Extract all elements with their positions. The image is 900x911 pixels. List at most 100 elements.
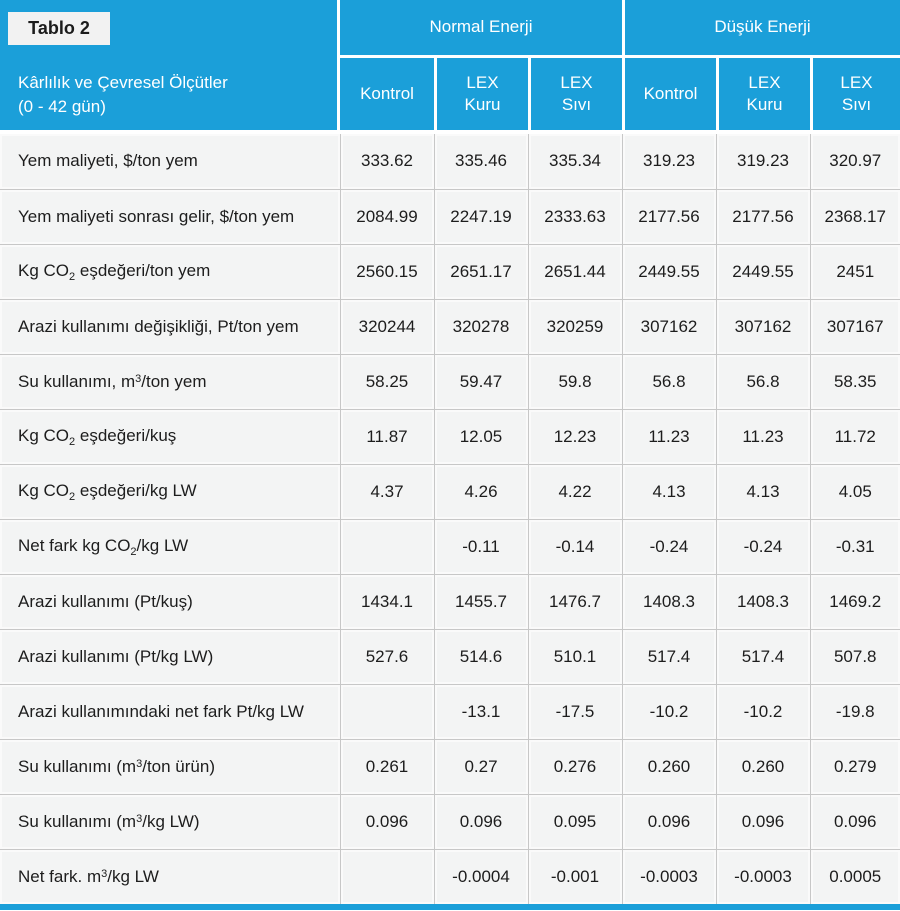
- cell-value: 1408.3: [621, 574, 716, 630]
- bottom-accent-bar: [0, 904, 900, 910]
- cell-value: 0.096: [621, 794, 716, 850]
- cell-value: 527.6: [339, 629, 434, 685]
- cell-value: 2451: [809, 244, 900, 300]
- cell-value: 2651.17: [433, 244, 528, 300]
- cell-value: 2560.15: [339, 244, 434, 300]
- sub-column-header-lex-kuru-2: LEX Kuru: [716, 58, 810, 130]
- cell-value: 2333.63: [527, 189, 622, 245]
- row-label: Net fark. m3/kg LW: [0, 849, 340, 904]
- row-label: Kg CO2 eşdeğeri/kg LW: [0, 464, 340, 520]
- cell-value: -0.24: [715, 519, 810, 575]
- cell-value: 4.05: [809, 464, 900, 520]
- cell-value: 11.87: [339, 409, 434, 465]
- table-row: Arazi kullanımındaki net fark Pt/kg LW -1…: [0, 684, 900, 740]
- row-label: Arazi kullanımındaki net fark Pt/kg LW: [0, 684, 340, 740]
- cell-value: 4.22: [527, 464, 622, 520]
- row-label: Kg CO2 eşdeğeri/kuş: [0, 409, 340, 465]
- cell-value: -0.31: [809, 519, 900, 575]
- data-table: Yem maliyeti, $/ton yem 333.62 335.46 335.3…: [0, 134, 900, 904]
- cell-value: 59.47: [433, 354, 528, 410]
- row-label: Su kullanımı (m3/kg LW): [0, 794, 340, 850]
- cell-value: 517.4: [715, 629, 810, 685]
- cell-value: 2177.56: [621, 189, 716, 245]
- row-label: Arazi kullanımı (Pt/kuş): [0, 574, 340, 630]
- cell-value: 12.23: [527, 409, 622, 465]
- cell-value: 0.276: [527, 739, 622, 795]
- table-row: Arazi kullanımı (Pt/kuş) 1434.1 1455.7 1476…: [0, 574, 900, 630]
- cell-value: 335.46: [433, 134, 528, 190]
- cell-value: 320259: [527, 299, 622, 355]
- cell-value: 2247.19: [433, 189, 528, 245]
- cell-value: 320244: [339, 299, 434, 355]
- cell-value: 320.97: [809, 134, 900, 190]
- cell-value: 11.72: [809, 409, 900, 465]
- cell-value: 1476.7: [527, 574, 622, 630]
- sub-column-header-lex-sivi-1: LEX Sıvı: [528, 58, 622, 130]
- cell-value: 517.4: [621, 629, 716, 685]
- cell-value: 0.096: [339, 794, 434, 850]
- cell-value: -19.8: [809, 684, 900, 740]
- row-header-cell: Tablo 2 Kârlılık ve Çevresel Ölçütler (0…: [0, 0, 340, 130]
- cell-value: 12.05: [433, 409, 528, 465]
- cell-value: 1469.2: [809, 574, 900, 630]
- table-row: Kg CO2 eşdeğeri/kuş 11.87 12.05 12.23 11.23 1…: [0, 409, 900, 465]
- row-label: Yem maliyeti, $/ton yem: [0, 134, 340, 190]
- cell-value: 58.25: [339, 354, 434, 410]
- sub-column-header-kontrol-1: Kontrol: [340, 58, 434, 130]
- sub-column-header-lex-sivi-2: LEX Sıvı: [810, 58, 900, 130]
- cell-value: 0.0005: [809, 849, 900, 904]
- cell-value: 56.8: [621, 354, 716, 410]
- table-row: Arazi kullanımı (Pt/kg LW) 527.6 514.6 510.…: [0, 629, 900, 685]
- row-label: Su kullanımı (m3/ton ürün): [0, 739, 340, 795]
- row-header-text: Kârlılık ve Çevresel Ölçütler (0 - 42 gü…: [18, 71, 228, 118]
- row-label: Arazi kullanımı değişikliği, Pt/ton yem: [0, 299, 340, 355]
- cell-value: 307162: [621, 299, 716, 355]
- cell-value: 58.35: [809, 354, 900, 410]
- cell-value: 56.8: [715, 354, 810, 410]
- cell-value: [339, 849, 434, 904]
- sub-column-header-kontrol-2: Kontrol: [622, 58, 716, 130]
- cell-value: 1408.3: [715, 574, 810, 630]
- cell-value: 514.6: [433, 629, 528, 685]
- cell-value: 2177.56: [715, 189, 810, 245]
- cell-value: 4.37: [339, 464, 434, 520]
- cell-value: 2651.44: [527, 244, 622, 300]
- cell-value: 0.260: [715, 739, 810, 795]
- cell-value: -0.0003: [715, 849, 810, 904]
- cell-value: -0.001: [527, 849, 622, 904]
- sub-column-header-lex-kuru-1: LEX Kuru: [434, 58, 528, 130]
- column-group-normal-enerji: Normal Enerji: [340, 0, 622, 58]
- cell-value: -10.2: [715, 684, 810, 740]
- cell-value: 333.62: [339, 134, 434, 190]
- row-label: Arazi kullanımı (Pt/kg LW): [0, 629, 340, 685]
- table-row: Arazi kullanımı değişikliği, Pt/ton yem 3…: [0, 299, 900, 355]
- cell-value: 0.096: [433, 794, 528, 850]
- table-row: Su kullanımı (m3/kg LW) 0.096 0.096 0.095 0.…: [0, 794, 900, 850]
- table-header: Tablo 2 Kârlılık ve Çevresel Ölçütler (0…: [0, 0, 900, 130]
- table-row: Kg CO2 eşdeğeri/ton yem 2560.15 2651.17 265…: [0, 244, 900, 300]
- cell-value: 0.096: [715, 794, 810, 850]
- cell-value: 507.8: [809, 629, 900, 685]
- cell-value: -0.24: [621, 519, 716, 575]
- cell-value: 0.261: [339, 739, 434, 795]
- cell-value: 319.23: [715, 134, 810, 190]
- cell-value: 307162: [715, 299, 810, 355]
- cell-value: -0.14: [527, 519, 622, 575]
- cell-value: 1455.7: [433, 574, 528, 630]
- cell-value: 0.096: [809, 794, 900, 850]
- cell-value: 2084.99: [339, 189, 434, 245]
- row-label: Yem maliyeti sonrası gelir, $/ton yem: [0, 189, 340, 245]
- table-row: Su kullanımı (m3/ton ürün) 0.261 0.27 0.276…: [0, 739, 900, 795]
- cell-value: 4.13: [621, 464, 716, 520]
- cell-value: 0.260: [621, 739, 716, 795]
- table-row: Su kullanımı, m3/ton yem 58.25 59.47 59.8 56…: [0, 354, 900, 410]
- cell-value: 0.279: [809, 739, 900, 795]
- row-header-title: Kârlılık ve Çevresel Ölçütler: [18, 73, 228, 93]
- cell-value: 320278: [433, 299, 528, 355]
- cell-value: 1434.1: [339, 574, 434, 630]
- cell-value: -0.11: [433, 519, 528, 575]
- cell-value: -0.0004: [433, 849, 528, 904]
- cell-value: 2449.55: [715, 244, 810, 300]
- row-header-subtitle: (0 - 42 gün): [18, 96, 106, 116]
- cell-value: 335.34: [527, 134, 622, 190]
